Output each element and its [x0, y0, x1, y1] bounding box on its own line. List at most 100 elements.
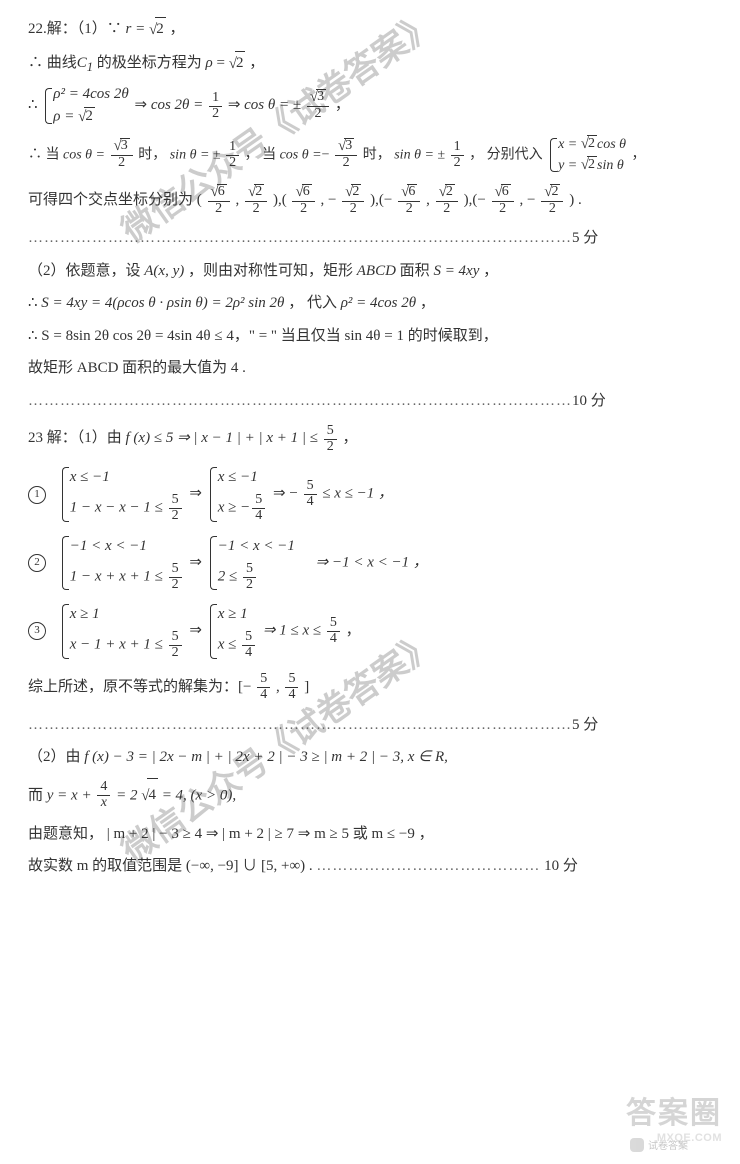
q22-l1: 22.解：（1）∵ r = 2 ，: [28, 18, 712, 42]
num: 1: [451, 140, 464, 155]
row: ρ² = 4cos 2θ: [53, 86, 128, 103]
frac: 54: [285, 672, 298, 702]
rad: 2: [550, 184, 560, 200]
text: ，: [249, 55, 264, 71]
frac: 54: [327, 616, 340, 646]
frac: 32: [111, 139, 133, 170]
den: 2: [169, 577, 182, 593]
row: x ≤ 54: [218, 630, 257, 660]
frac: 22: [541, 185, 563, 216]
sqrt: 3: [114, 139, 130, 155]
text: sin θ: [597, 158, 624, 173]
cases: x = 2cos θ y = 2sin θ: [548, 136, 626, 175]
frac: 52: [324, 424, 337, 454]
text: x ≤: [218, 637, 240, 653]
cases: x ≤ −1 1 − x − x − 1 ≤ 52: [60, 465, 184, 523]
sqrt: 2: [581, 157, 597, 174]
rad: 2: [351, 184, 361, 200]
rad: 6: [407, 184, 417, 200]
wechat-label: 试卷答案: [648, 1137, 688, 1152]
q23-p2-l1: （2）由 f (x) − 3 = | 2x − m | + | 2x + 2 |…: [28, 746, 712, 769]
q23-p2-l3: 由题意知， | m + 2 | − 3 ≥ 4 ⇒ | m + 2 | ≥ 7 …: [28, 823, 712, 846]
text: ≤ x ≤ −1 ，: [322, 486, 393, 502]
text: 故实数 m 的取值范围是 (−∞, −9] ∪ [5, +∞) .: [28, 858, 313, 874]
circled-1-icon: 1: [28, 486, 46, 504]
rad: 3: [344, 138, 354, 154]
rad: 2: [155, 17, 166, 41]
row: −1 < x < −1: [70, 534, 184, 558]
num: 6: [492, 185, 514, 201]
num: 1: [209, 91, 222, 106]
text: y =: [558, 158, 581, 173]
text: 故矩形 ABCD 面积的最大值为 4 .: [28, 360, 246, 376]
den: 2: [245, 201, 267, 217]
text: 面积: [400, 263, 430, 279]
wechat-badge: 试卷答案: [630, 1137, 688, 1152]
den: 4: [252, 508, 265, 524]
frac: 12: [226, 140, 239, 170]
text: ]: [304, 679, 309, 695]
row: x ≤ −1: [218, 465, 268, 489]
den: 2: [324, 439, 337, 455]
frac: 52: [169, 562, 182, 592]
num: 5: [169, 630, 182, 645]
cases: x ≥ 1 x ≤ 54: [208, 602, 257, 660]
cases: ρ² = 4cos 2θ ρ = 2: [43, 86, 128, 126]
logo-text: 答案圈: [626, 1088, 722, 1132]
text: （2）由: [28, 749, 84, 765]
text: S = 4xy = 4(ρcos θ · ρsin θ) = 2ρ² sin 2…: [41, 295, 284, 311]
sqrt: 2: [581, 136, 597, 153]
text: [301, 554, 312, 570]
num: 6: [398, 185, 420, 201]
text: ，: [245, 147, 263, 162]
text: ，: [632, 147, 646, 162]
sqrt: 2: [149, 18, 166, 42]
num: 5: [169, 493, 182, 508]
den: 2: [342, 201, 364, 217]
rad: 2: [235, 51, 246, 75]
circled-3-icon: 3: [28, 622, 46, 640]
frac: 54: [304, 479, 317, 509]
q23-final: 故实数 m 的取值范围是 (−∞, −9] ∪ [5, +∞) . …………………: [28, 855, 712, 878]
den: 2: [208, 201, 230, 217]
text: 的极坐标方程为: [93, 55, 206, 71]
rad: 6: [217, 184, 227, 200]
text: S = 4xy: [433, 263, 479, 279]
text: , −: [520, 192, 536, 208]
num: 2: [342, 185, 364, 201]
num: 2: [245, 185, 267, 201]
frac: 54: [242, 630, 255, 660]
text: r =: [126, 21, 146, 37]
text: 22.解：（1）∵: [28, 21, 122, 37]
text: 1 − x + x + 1 ≤: [70, 568, 167, 584]
text: ),(−: [464, 192, 486, 208]
text: ，: [346, 623, 361, 639]
den: 4: [242, 645, 255, 661]
score: 10 分: [544, 858, 578, 874]
frac: 54: [252, 493, 265, 523]
q22-dots2: …………………………………………………………………………………………10 分: [28, 390, 712, 413]
wechat-icon: [630, 1138, 644, 1152]
den: 2: [209, 106, 222, 122]
text: sin θ = ±: [170, 147, 221, 162]
den: x: [97, 795, 110, 811]
q22-p2-l3: ∴ S = 8sin 2θ cos 2θ = 4sin 4θ ≤ 4，" = "…: [28, 325, 712, 348]
q23-summary: 综上所述，原不等式的解集为：[− 54 , 54 ]: [28, 671, 712, 704]
arrow-icon: ⇒: [189, 486, 202, 502]
page: 22.解：（1）∵ r = 2 ， ∴ 曲线C1 的极坐标方程为 ρ = 2 ，…: [0, 0, 740, 878]
q23-case2: 2 −1 < x < −1 1 − x + x + 1 ≤ 52 ⇒ −1 < …: [28, 534, 712, 592]
text: ABCD: [357, 263, 396, 279]
text: ρ =: [53, 108, 78, 124]
frac: 54: [257, 672, 270, 702]
dots: …………………………………………………………………………………………: [28, 393, 572, 409]
row: x ≥ 1: [70, 602, 184, 626]
frac: 62: [208, 185, 230, 216]
sqrt: 2: [439, 185, 455, 201]
q22-l3: ∴ ρ² = 4cos 2θ ρ = 2 ⇒ cos 2θ = 12 ⇒ cos…: [28, 86, 712, 126]
q22-dots1: …………………………………………………………………………………………5 分: [28, 227, 712, 250]
text: ∴ S = 8sin 2θ cos 2θ = 4sin 4θ ≤ 4，" = "…: [28, 328, 498, 344]
frac: 32: [307, 90, 329, 121]
rad: 2: [587, 135, 597, 152]
arrow-icon: ⇒: [189, 623, 202, 639]
den: 2: [436, 201, 458, 217]
